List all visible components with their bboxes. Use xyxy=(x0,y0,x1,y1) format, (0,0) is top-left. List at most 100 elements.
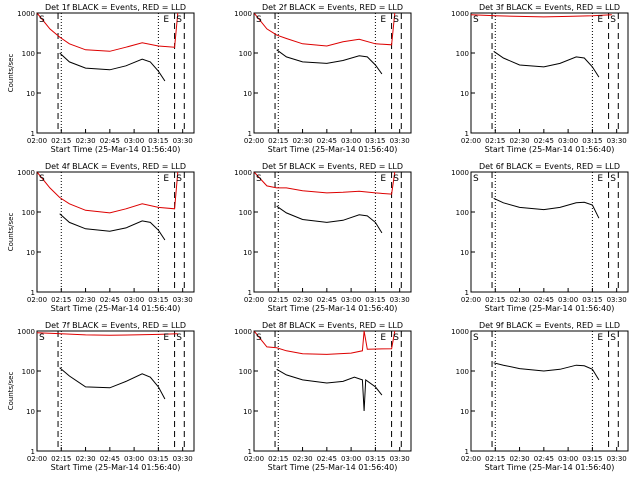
chart-title: Det 4f BLACK = Events, RED = LLD xyxy=(45,162,186,171)
segment-marker-label: S xyxy=(256,333,262,343)
y-tick-label: 100 xyxy=(456,50,469,58)
x-tick-label: 02:45 xyxy=(534,455,554,463)
lld-series-line xyxy=(253,171,396,195)
segment-marker-label: E xyxy=(597,174,603,184)
x-tick-label: 02:00 xyxy=(244,137,264,145)
chart-title: Det 5f BLACK = Events, RED = LLD xyxy=(262,162,403,171)
x-tick-label: 03:00 xyxy=(341,296,361,304)
events-series-line xyxy=(493,362,600,381)
segment-marker-label: S xyxy=(176,333,182,343)
plot-frame xyxy=(36,330,195,452)
lld-series-line xyxy=(36,171,179,214)
segment-marker-label: S xyxy=(610,174,616,184)
segment-marker-label: E xyxy=(163,333,169,343)
x-axis-label: Start Time (25-Mar-14 01:56:40) xyxy=(485,145,615,154)
x-tick-label: 02:45 xyxy=(317,296,337,304)
y-axis-label: Counts/sec xyxy=(7,372,15,411)
y-tick-label: 10 xyxy=(243,90,252,98)
x-tick-label: 03:00 xyxy=(558,296,578,304)
x-axis-label: Start Time (25-Mar-14 01:56:40) xyxy=(51,463,181,472)
y-tick-label: 10 xyxy=(26,249,35,257)
segment-marker-label: S xyxy=(39,333,45,343)
plot-frame xyxy=(470,12,629,134)
plot-frame xyxy=(253,171,412,293)
segment-marker-label: E xyxy=(380,333,386,343)
x-tick-label: 02:15 xyxy=(485,296,505,304)
plot-frame xyxy=(253,330,412,452)
segment-marker-label: S xyxy=(473,174,479,184)
segment-marker-label: E xyxy=(163,174,169,184)
x-tick-label: 02:00 xyxy=(461,137,481,145)
x-tick-label: 03:30 xyxy=(173,455,193,463)
x-tick-label: 02:30 xyxy=(75,455,95,463)
segment-marker-label: S xyxy=(473,15,479,25)
x-tick-label: 02:30 xyxy=(509,455,529,463)
segment-marker-label: S xyxy=(176,174,182,184)
x-tick-label: 02:15 xyxy=(51,455,71,463)
lld-series-line xyxy=(36,12,179,52)
chart-title: Det 6f BLACK = Events, RED = LLD xyxy=(479,162,620,171)
chart-title: Det 9f BLACK = Events, RED = LLD xyxy=(479,321,620,330)
y-tick-label: 10 xyxy=(26,408,35,416)
segment-marker-label: S xyxy=(39,174,45,184)
segment-marker-label: S xyxy=(256,15,262,25)
y-tick-label: 1 xyxy=(465,448,469,456)
x-tick-label: 03:30 xyxy=(607,296,627,304)
events-series-line xyxy=(276,368,383,412)
x-tick-label: 03:00 xyxy=(558,137,578,145)
x-tick-label: 03:15 xyxy=(365,455,385,463)
x-tick-label: 03:00 xyxy=(124,455,144,463)
events-series-line xyxy=(493,50,600,78)
y-tick-label: 1 xyxy=(248,130,252,138)
y-tick-label: 10 xyxy=(460,408,469,416)
y-tick-label: 100 xyxy=(239,368,252,376)
y-tick-label: 1 xyxy=(465,289,469,297)
x-axis-label: Start Time (25-Mar-14 01:56:40) xyxy=(485,304,615,313)
segment-marker-label: S xyxy=(610,15,616,25)
segment-marker-label: S xyxy=(39,15,45,25)
chart-title: Det 3f BLACK = Events, RED = LLD xyxy=(479,3,620,12)
x-tick-label: 02:45 xyxy=(100,296,120,304)
x-axis-label: Start Time (25-Mar-14 01:56:40) xyxy=(268,145,398,154)
segment-marker-label: S xyxy=(256,174,262,184)
events-series-line xyxy=(59,367,166,400)
y-tick-label: 1000 xyxy=(234,328,252,336)
x-tick-label: 02:00 xyxy=(27,296,47,304)
x-tick-label: 03:30 xyxy=(173,296,193,304)
x-tick-label: 03:15 xyxy=(148,455,168,463)
x-tick-label: 03:15 xyxy=(365,296,385,304)
y-tick-label: 1 xyxy=(31,289,35,297)
segment-marker-label: S xyxy=(473,333,479,343)
x-tick-label: 02:00 xyxy=(244,455,264,463)
y-tick-label: 1000 xyxy=(234,10,252,18)
plot-frame xyxy=(36,171,195,293)
x-tick-label: 03:30 xyxy=(390,455,410,463)
x-tick-label: 02:00 xyxy=(27,137,47,145)
x-tick-label: 02:45 xyxy=(100,137,120,145)
events-series-line xyxy=(493,197,600,219)
x-tick-label: 02:15 xyxy=(485,455,505,463)
x-tick-label: 03:15 xyxy=(148,296,168,304)
lld-series-line xyxy=(253,12,396,47)
x-tick-label: 02:15 xyxy=(485,137,505,145)
x-tick-label: 02:15 xyxy=(268,296,288,304)
x-tick-label: 03:00 xyxy=(341,455,361,463)
y-tick-label: 100 xyxy=(456,209,469,217)
x-tick-label: 02:00 xyxy=(461,455,481,463)
events-series-line xyxy=(276,49,383,75)
x-axis-label: Start Time (25-Mar-14 01:56:40) xyxy=(268,463,398,472)
chart-title: Det 2f BLACK = Events, RED = LLD xyxy=(262,3,403,12)
x-tick-label: 02:15 xyxy=(268,137,288,145)
y-axis-label: Counts/sec xyxy=(7,54,15,93)
y-tick-label: 1000 xyxy=(17,10,35,18)
x-tick-label: 02:00 xyxy=(244,296,264,304)
segment-marker-label: E xyxy=(597,15,603,25)
chart-title: Det 7f BLACK = Events, RED = LLD xyxy=(45,321,186,330)
x-tick-label: 02:45 xyxy=(100,455,120,463)
